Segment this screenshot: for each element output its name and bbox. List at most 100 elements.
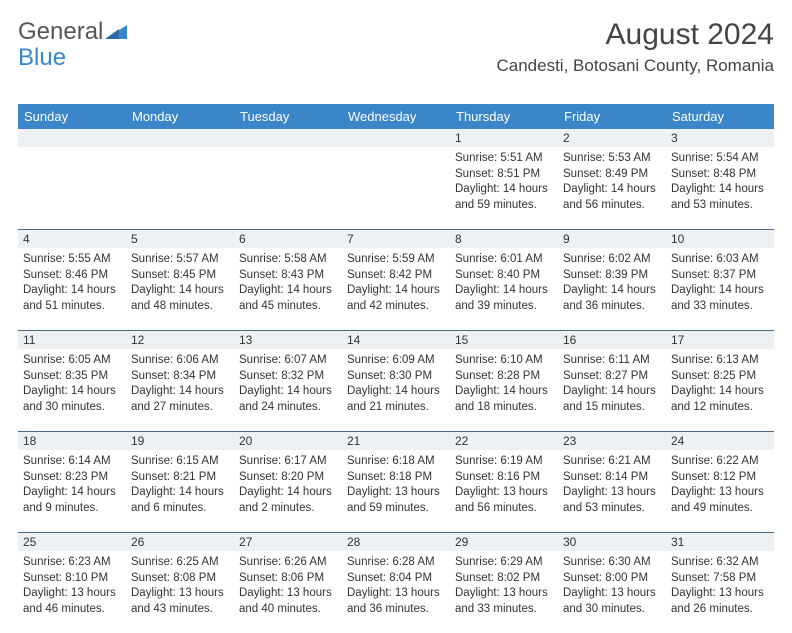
daylight-text-1: Daylight: 13 hours bbox=[563, 485, 661, 501]
daylight-text-2: and 48 minutes. bbox=[131, 299, 229, 315]
day-cell: Sunrise: 6:02 AMSunset: 8:39 PMDaylight:… bbox=[558, 248, 666, 330]
sunset-text: Sunset: 8:00 PM bbox=[563, 571, 661, 587]
sunrise-text: Sunrise: 6:01 AM bbox=[455, 252, 553, 268]
week-row: Sunrise: 6:05 AMSunset: 8:35 PMDaylight:… bbox=[18, 349, 774, 432]
day-header: Thursday bbox=[450, 104, 558, 129]
day-number: 18 bbox=[18, 432, 126, 450]
daylight-text-2: and 36 minutes. bbox=[347, 602, 445, 618]
daylight-text-1: Daylight: 13 hours bbox=[131, 586, 229, 602]
daylight-text-1: Daylight: 13 hours bbox=[671, 485, 769, 501]
daylight-text-2: and 39 minutes. bbox=[455, 299, 553, 315]
sunrise-text: Sunrise: 6:05 AM bbox=[23, 353, 121, 369]
sunrise-text: Sunrise: 6:23 AM bbox=[23, 555, 121, 571]
daylight-text-2: and 15 minutes. bbox=[563, 400, 661, 416]
sunrise-text: Sunrise: 5:58 AM bbox=[239, 252, 337, 268]
sunset-text: Sunset: 8:48 PM bbox=[671, 167, 769, 183]
week-row: Sunrise: 5:55 AMSunset: 8:46 PMDaylight:… bbox=[18, 248, 774, 331]
sunrise-text: Sunrise: 6:15 AM bbox=[131, 454, 229, 470]
day-header: Sunday bbox=[18, 104, 126, 129]
day-header-row: SundayMondayTuesdayWednesdayThursdayFrid… bbox=[18, 104, 774, 129]
daylight-text-2: and 30 minutes. bbox=[563, 602, 661, 618]
sunset-text: Sunset: 7:58 PM bbox=[671, 571, 769, 587]
daylight-text-2: and 30 minutes. bbox=[23, 400, 121, 416]
day-info: Sunrise: 6:13 AMSunset: 8:25 PMDaylight:… bbox=[671, 353, 769, 415]
day-number: 25 bbox=[18, 533, 126, 551]
daylight-text-2: and 2 minutes. bbox=[239, 501, 337, 517]
day-cell: Sunrise: 6:19 AMSunset: 8:16 PMDaylight:… bbox=[450, 450, 558, 532]
sunset-text: Sunset: 8:45 PM bbox=[131, 268, 229, 284]
day-info: Sunrise: 6:02 AMSunset: 8:39 PMDaylight:… bbox=[563, 252, 661, 314]
day-number: 7 bbox=[342, 230, 450, 248]
sunset-text: Sunset: 8:14 PM bbox=[563, 470, 661, 486]
day-cell: Sunrise: 6:30 AMSunset: 8:00 PMDaylight:… bbox=[558, 551, 666, 633]
sunset-text: Sunset: 8:30 PM bbox=[347, 369, 445, 385]
day-info: Sunrise: 6:19 AMSunset: 8:16 PMDaylight:… bbox=[455, 454, 553, 516]
sunrise-text: Sunrise: 5:57 AM bbox=[131, 252, 229, 268]
day-info: Sunrise: 6:15 AMSunset: 8:21 PMDaylight:… bbox=[131, 454, 229, 516]
daylight-text-2: and 27 minutes. bbox=[131, 400, 229, 416]
day-info: Sunrise: 6:25 AMSunset: 8:08 PMDaylight:… bbox=[131, 555, 229, 617]
day-cell: Sunrise: 6:25 AMSunset: 8:08 PMDaylight:… bbox=[126, 551, 234, 633]
sunrise-text: Sunrise: 6:22 AM bbox=[671, 454, 769, 470]
day-cell: Sunrise: 6:06 AMSunset: 8:34 PMDaylight:… bbox=[126, 349, 234, 431]
brand-part2: Blue bbox=[18, 44, 66, 71]
page-header: General August 2024 Candesti, Botosani C… bbox=[18, 18, 774, 76]
daylight-text-2: and 33 minutes. bbox=[671, 299, 769, 315]
daylight-text-2: and 12 minutes. bbox=[671, 400, 769, 416]
day-cell bbox=[342, 147, 450, 229]
day-cell: Sunrise: 6:29 AMSunset: 8:02 PMDaylight:… bbox=[450, 551, 558, 633]
sunrise-text: Sunrise: 6:14 AM bbox=[23, 454, 121, 470]
day-info: Sunrise: 6:03 AMSunset: 8:37 PMDaylight:… bbox=[671, 252, 769, 314]
sunrise-text: Sunrise: 6:03 AM bbox=[671, 252, 769, 268]
day-cell: Sunrise: 6:22 AMSunset: 8:12 PMDaylight:… bbox=[666, 450, 774, 532]
daylight-text-2: and 49 minutes. bbox=[671, 501, 769, 517]
day-number: 11 bbox=[18, 331, 126, 349]
day-number: 6 bbox=[234, 230, 342, 248]
day-number: 30 bbox=[558, 533, 666, 551]
daylight-text-1: Daylight: 14 hours bbox=[455, 182, 553, 198]
daylight-text-2: and 45 minutes. bbox=[239, 299, 337, 315]
sunrise-text: Sunrise: 6:32 AM bbox=[671, 555, 769, 571]
daylight-text-2: and 53 minutes. bbox=[671, 198, 769, 214]
daynum-row: 123 bbox=[18, 129, 774, 147]
day-cell: Sunrise: 6:09 AMSunset: 8:30 PMDaylight:… bbox=[342, 349, 450, 431]
daylight-text-2: and 43 minutes. bbox=[131, 602, 229, 618]
sunset-text: Sunset: 8:18 PM bbox=[347, 470, 445, 486]
daylight-text-1: Daylight: 14 hours bbox=[455, 283, 553, 299]
sunset-text: Sunset: 8:08 PM bbox=[131, 571, 229, 587]
day-info: Sunrise: 6:17 AMSunset: 8:20 PMDaylight:… bbox=[239, 454, 337, 516]
day-info: Sunrise: 5:59 AMSunset: 8:42 PMDaylight:… bbox=[347, 252, 445, 314]
day-info: Sunrise: 6:05 AMSunset: 8:35 PMDaylight:… bbox=[23, 353, 121, 415]
daylight-text-1: Daylight: 13 hours bbox=[671, 586, 769, 602]
daylight-text-2: and 46 minutes. bbox=[23, 602, 121, 618]
day-number: 24 bbox=[666, 432, 774, 450]
day-cell: Sunrise: 6:05 AMSunset: 8:35 PMDaylight:… bbox=[18, 349, 126, 431]
day-number bbox=[18, 129, 126, 147]
daynum-row: 11121314151617 bbox=[18, 331, 774, 349]
day-number: 28 bbox=[342, 533, 450, 551]
sunset-text: Sunset: 8:28 PM bbox=[455, 369, 553, 385]
sunrise-text: Sunrise: 6:07 AM bbox=[239, 353, 337, 369]
brand-part1: General bbox=[18, 18, 103, 46]
daylight-text-2: and 24 minutes. bbox=[239, 400, 337, 416]
sunrise-text: Sunrise: 6:17 AM bbox=[239, 454, 337, 470]
day-info: Sunrise: 6:22 AMSunset: 8:12 PMDaylight:… bbox=[671, 454, 769, 516]
day-info: Sunrise: 6:07 AMSunset: 8:32 PMDaylight:… bbox=[239, 353, 337, 415]
daylight-text-1: Daylight: 14 hours bbox=[671, 384, 769, 400]
sunset-text: Sunset: 8:25 PM bbox=[671, 369, 769, 385]
title-block: August 2024 Candesti, Botosani County, R… bbox=[496, 18, 774, 76]
sunset-text: Sunset: 8:39 PM bbox=[563, 268, 661, 284]
day-number: 19 bbox=[126, 432, 234, 450]
daylight-text-1: Daylight: 14 hours bbox=[671, 283, 769, 299]
day-number: 13 bbox=[234, 331, 342, 349]
day-cell: Sunrise: 6:07 AMSunset: 8:32 PMDaylight:… bbox=[234, 349, 342, 431]
sunrise-text: Sunrise: 6:26 AM bbox=[239, 555, 337, 571]
sunset-text: Sunset: 8:42 PM bbox=[347, 268, 445, 284]
sunrise-text: Sunrise: 6:25 AM bbox=[131, 555, 229, 571]
sunset-text: Sunset: 8:23 PM bbox=[23, 470, 121, 486]
day-number: 22 bbox=[450, 432, 558, 450]
day-cell: Sunrise: 5:53 AMSunset: 8:49 PMDaylight:… bbox=[558, 147, 666, 229]
daylight-text-1: Daylight: 14 hours bbox=[23, 384, 121, 400]
daynum-row: 18192021222324 bbox=[18, 432, 774, 450]
sunrise-text: Sunrise: 6:18 AM bbox=[347, 454, 445, 470]
